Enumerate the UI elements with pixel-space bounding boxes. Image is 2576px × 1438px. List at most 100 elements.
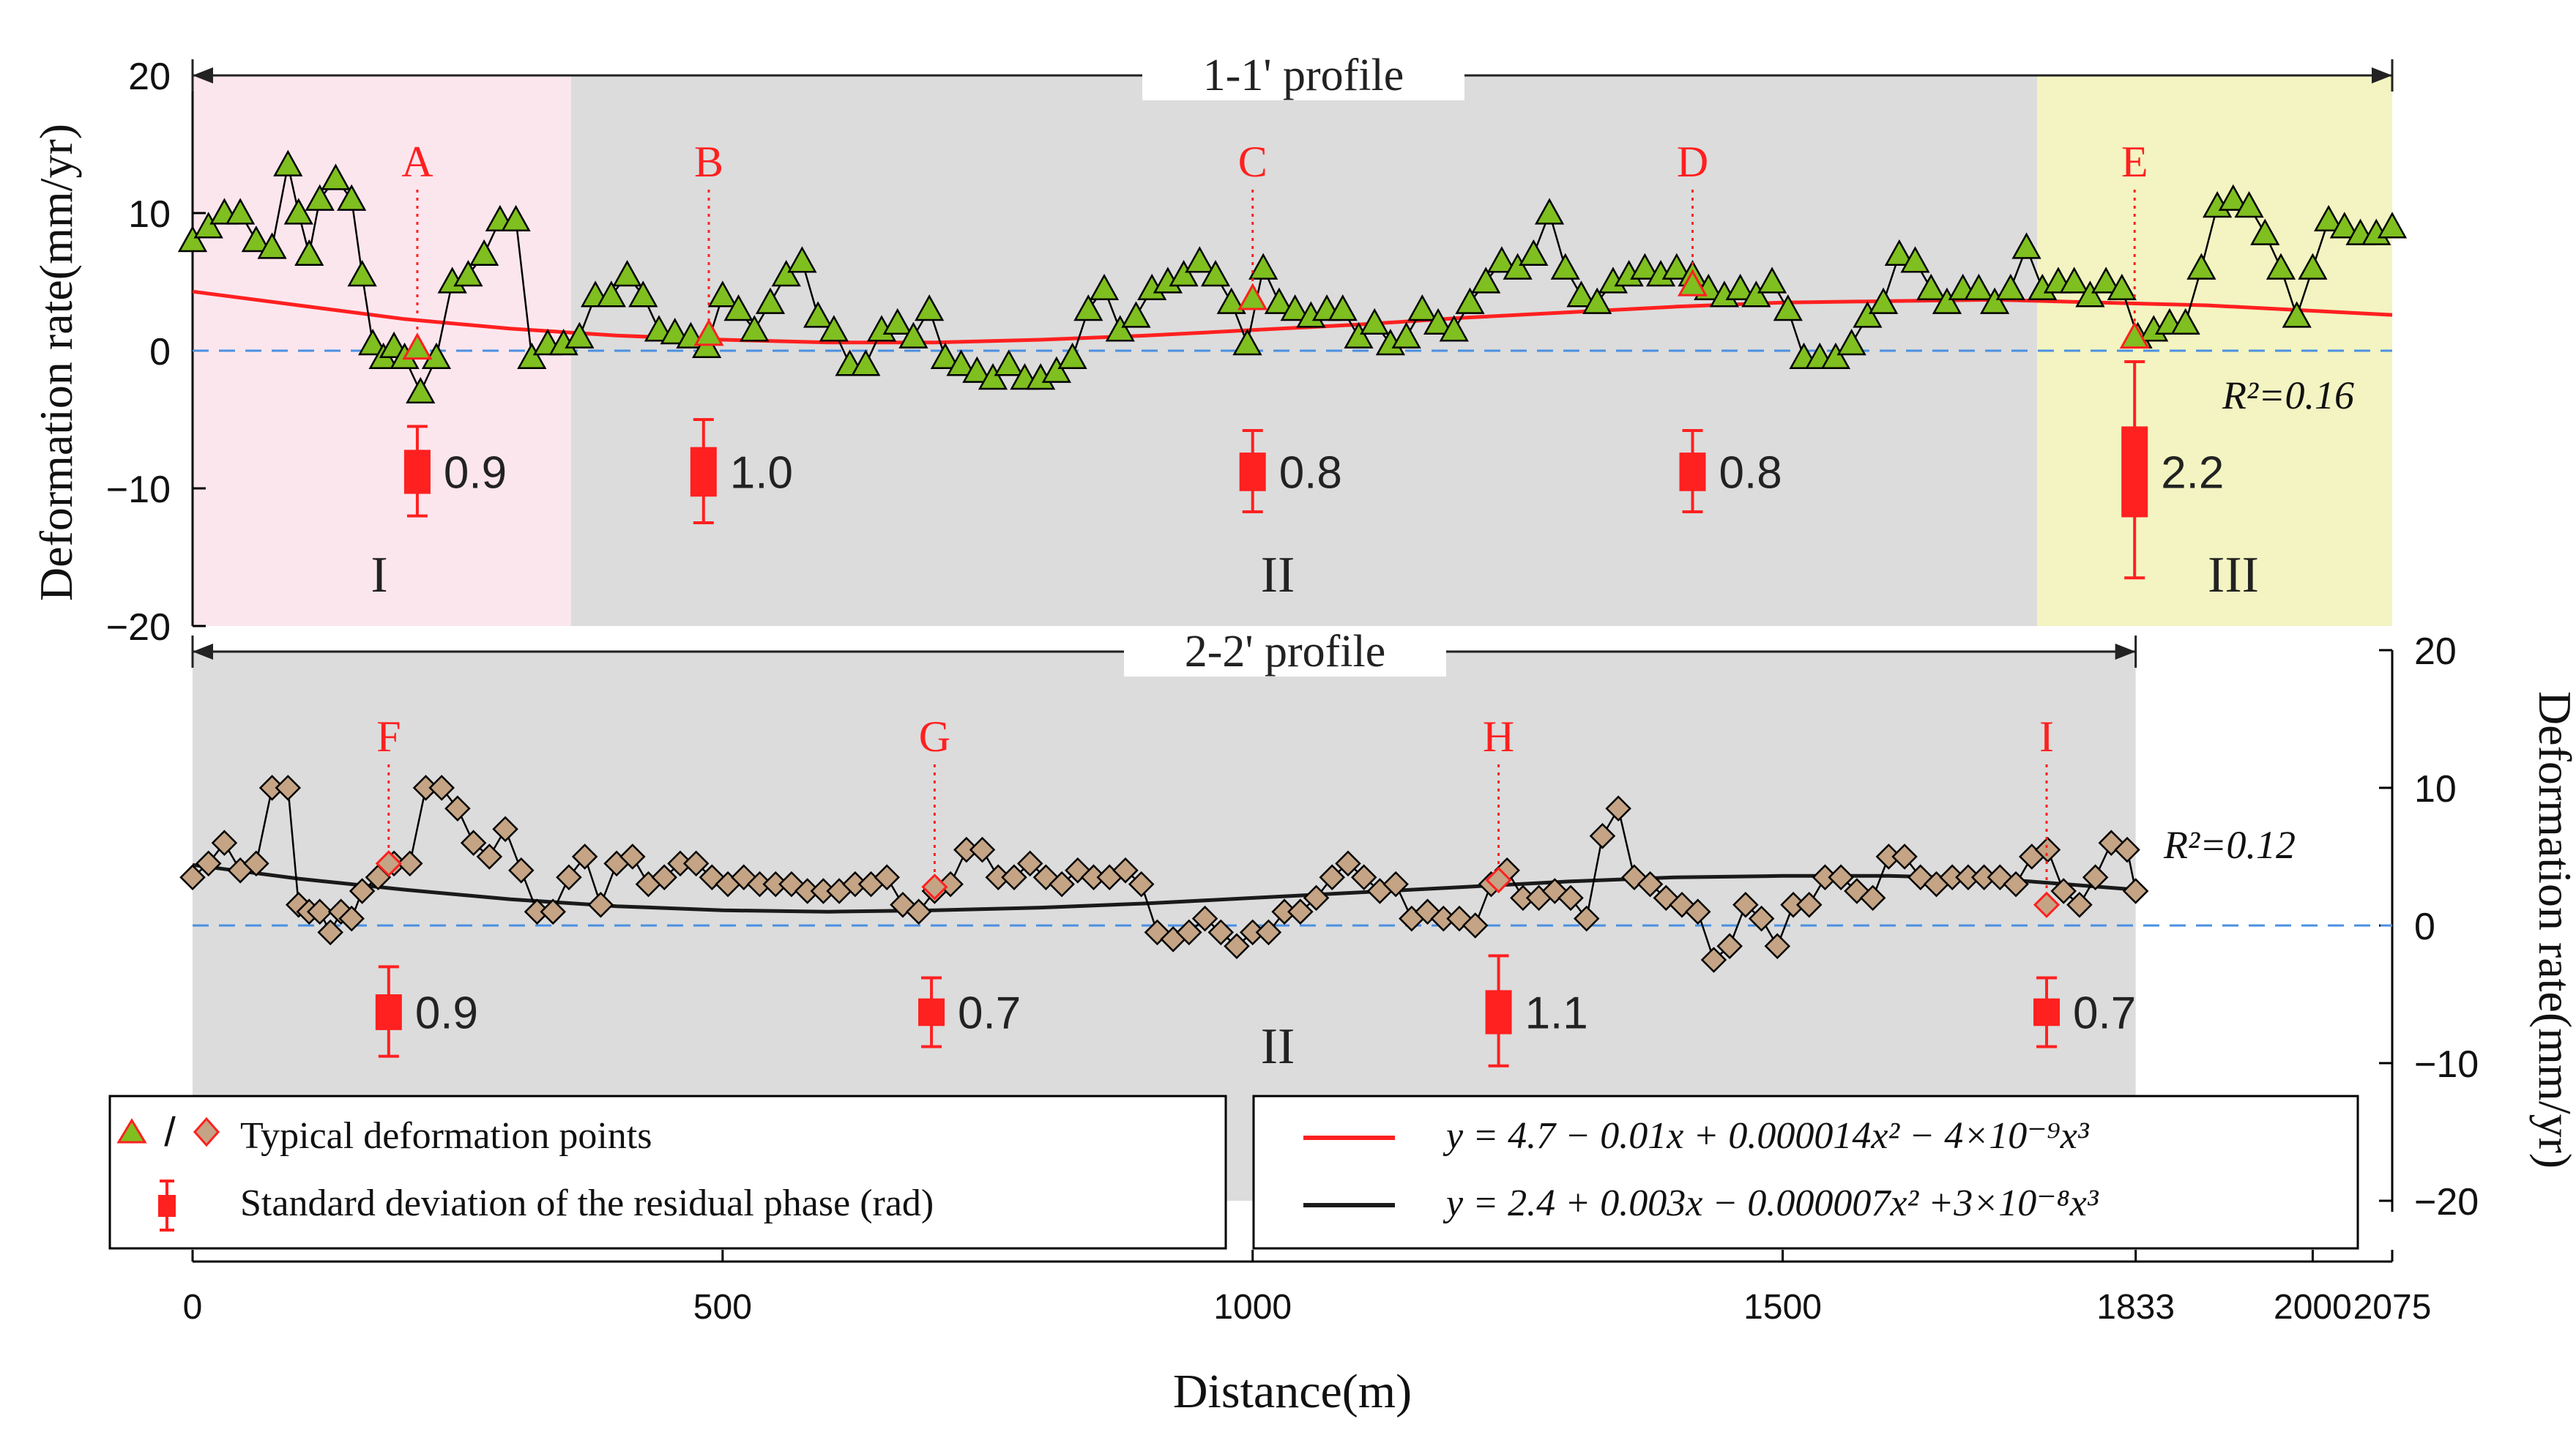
series-1-point — [565, 321, 595, 349]
series-1-point — [1661, 253, 1691, 280]
series-1-point — [1582, 287, 1612, 314]
typical-1-typical-D — [1677, 269, 1708, 297]
x-tick-label: 2000 — [2274, 1288, 2352, 1327]
series-1-point — [994, 349, 1024, 376]
series-2-point — [195, 850, 222, 877]
series-1-point — [1439, 315, 1469, 342]
series-1-point — [819, 315, 849, 342]
series-1-point — [1344, 321, 1374, 349]
series-1-point — [305, 184, 335, 211]
typical-1-label-A: A — [401, 138, 433, 186]
series-1-point — [1280, 294, 1310, 321]
fit-curve-2 — [192, 863, 2136, 914]
series-2-point — [1653, 884, 1680, 912]
typical-2-typical-I — [2033, 891, 2061, 918]
series-1-point — [1566, 280, 1596, 308]
series-2-point — [2050, 878, 2077, 904]
series-1-point — [1089, 273, 1120, 301]
series-1-point — [1773, 294, 1803, 321]
typical-1-label-D: D — [1677, 138, 1708, 186]
series-1-point — [517, 342, 547, 370]
series-1-point — [596, 280, 626, 308]
series-1-point — [2377, 212, 2408, 239]
series-1-point — [321, 163, 351, 190]
series-1-point — [2091, 267, 2121, 294]
residual-2-box — [1485, 990, 1512, 1035]
series-2-point — [243, 850, 269, 877]
series-2-point — [492, 816, 518, 843]
series-1-point — [803, 301, 833, 328]
series-2-point — [571, 843, 598, 870]
series-2-point — [1287, 898, 1314, 925]
region-label-III: III — [2208, 547, 2259, 603]
right-tick-label: −20 — [2414, 1181, 2479, 1223]
series-1-point — [1853, 301, 1883, 328]
series-1-point — [2186, 253, 2216, 280]
residual-2-value: 0.7 — [958, 988, 1021, 1038]
series-2-point — [1716, 933, 1743, 959]
residual-1-box — [1679, 452, 1706, 491]
series-2-point — [1176, 919, 1202, 946]
residual-1-box — [403, 450, 431, 494]
series-2-point — [1589, 823, 1616, 849]
series-1-point — [2298, 253, 2328, 280]
series-2-point — [587, 892, 614, 918]
series-2-point — [1335, 850, 1361, 877]
series-1-point — [1757, 267, 1787, 294]
typical-1-label-C: C — [1238, 138, 1267, 186]
series-2-point — [338, 905, 365, 932]
series-1-point — [1264, 287, 1295, 314]
series-1-point — [2266, 253, 2296, 280]
residual-1-box — [2121, 426, 2148, 518]
series-2-point — [937, 871, 964, 898]
series-2-point — [428, 775, 455, 801]
series-1-point — [2218, 184, 2248, 211]
series-2-point — [1637, 871, 1664, 898]
residual-1-value: 0.8 — [1719, 447, 1782, 498]
series-1-point — [1868, 287, 1899, 314]
series-2-point — [1001, 864, 1027, 890]
typical-2-label-H: H — [1483, 712, 1514, 761]
series-2-point — [444, 795, 471, 822]
series-2-point — [1573, 905, 1600, 932]
series-1-point — [882, 308, 912, 335]
left-tick-label: −20 — [106, 606, 171, 649]
series-2-point — [874, 864, 901, 890]
series-1-point — [628, 280, 658, 308]
series-2-point — [1621, 864, 1648, 890]
series-2-point — [275, 775, 302, 801]
series-2-point — [179, 864, 206, 890]
series-1-point — [660, 317, 690, 345]
series-1-point — [1471, 267, 1501, 294]
typical-2-typical-F — [375, 850, 402, 877]
series-2-point — [778, 871, 805, 898]
series-1-point — [930, 342, 960, 370]
series-2-point — [619, 843, 646, 870]
series-2-point — [1795, 892, 1823, 918]
x-tick-label: 1500 — [1743, 1288, 1822, 1327]
series-1-point — [2075, 280, 2105, 308]
series-2-point — [327, 898, 354, 925]
series-1-point — [2314, 204, 2344, 232]
series-2-point — [1382, 871, 1409, 898]
series-1-point — [1216, 287, 1246, 314]
series-2-point — [540, 898, 566, 925]
residual-1-value: 0.8 — [1279, 447, 1342, 498]
series-1-point — [1503, 253, 1533, 280]
profile-1-arrow-right — [2372, 67, 2392, 83]
series-1-point — [1455, 287, 1485, 314]
r2-label-1: R²=0.16 — [2222, 373, 2354, 417]
typical-1-typical-A — [402, 332, 433, 360]
right-axis-title: Deformation rate(mm/yr) — [2529, 691, 2576, 1169]
series-2-point — [1049, 871, 1075, 898]
residual-1-value: 0.9 — [444, 447, 507, 498]
series-1-point — [1550, 253, 1580, 280]
residual-1-value: 2.2 — [2161, 447, 2224, 498]
series-2-point — [1732, 892, 1759, 918]
legend-item-typical: Typical deformation points — [240, 1115, 652, 1157]
series-1-point — [898, 321, 928, 349]
left-tick-label: 10 — [128, 193, 171, 236]
series-2-point — [1112, 857, 1139, 884]
series-2-point — [306, 898, 333, 925]
